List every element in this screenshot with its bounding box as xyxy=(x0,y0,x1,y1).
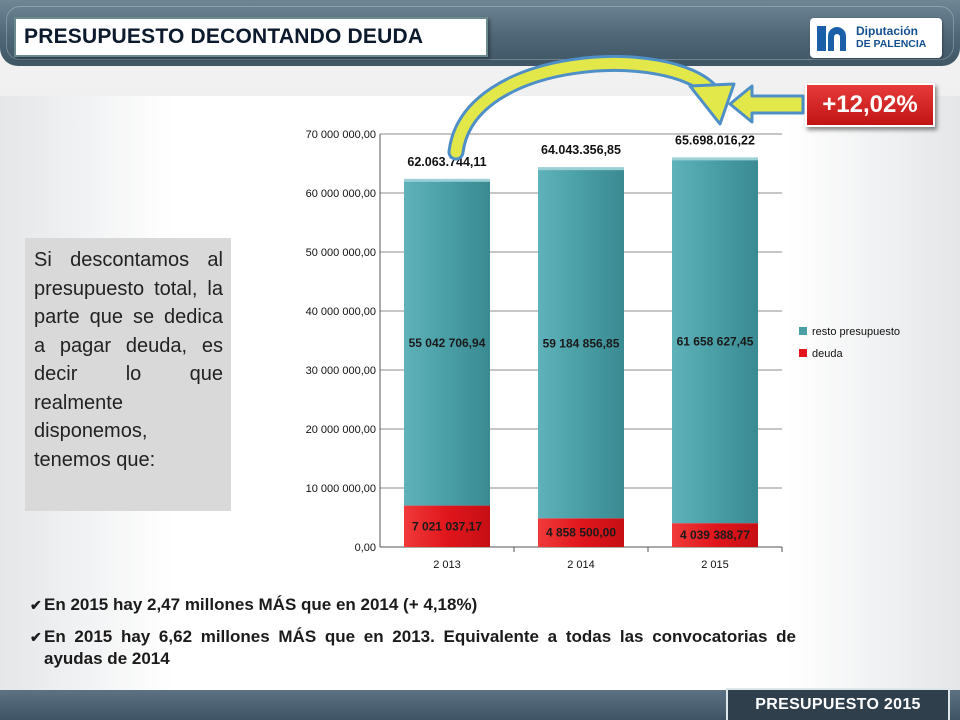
header-band-frame xyxy=(6,6,954,60)
bar-segment-resto xyxy=(538,169,624,519)
footer-label: PRESUPUESTO 2015 xyxy=(755,696,921,713)
logo-line-2: DE PALENCIA xyxy=(856,38,927,50)
increase-badge-text: +12,02% xyxy=(822,91,918,118)
y-tick-label: 30 000 000,00 xyxy=(306,365,376,377)
y-tick-label: 70 000 000,00 xyxy=(306,129,376,141)
y-tick-label: 60 000 000,00 xyxy=(306,188,376,200)
curved-arrow-shaft xyxy=(447,55,721,161)
explanation-text: Si descontamos al presupuesto total, la … xyxy=(34,249,223,471)
legend-label: resto presupuesto xyxy=(812,326,900,338)
note-text: En 2015 hay 2,47 millones MÁS que en 201… xyxy=(44,595,478,614)
legend-swatch-deuda xyxy=(799,349,807,357)
note-item: ✔ En 2015 hay 2,47 millones MÁS que en 2… xyxy=(30,594,796,616)
bar-top-cap xyxy=(404,178,490,182)
chart-bars xyxy=(404,157,758,547)
bar-top-cap xyxy=(538,167,624,171)
diputacion-logo: Diputación DE PALENCIA xyxy=(810,18,942,58)
bar-segment-deuda xyxy=(672,523,758,547)
growth-arrow-group xyxy=(447,55,805,161)
curved-arrow-shaft-fill xyxy=(450,58,718,158)
data-label-deuda: 7 021 037,17 xyxy=(412,519,482,533)
data-label-deuda: 4 039 388,77 xyxy=(680,528,750,542)
bar-segment-deuda xyxy=(538,518,624,547)
page-title-box: PRESUPUESTO DECONTANDO DEUDA xyxy=(14,17,488,57)
chart-labels: 0,00 10 000 000,00 20 000 000,00 30 000 000… xyxy=(306,129,755,571)
note-text: En 2015 hay 6,62 millones MÁS que en 201… xyxy=(44,627,796,668)
chart-legend: resto presupuesto deuda xyxy=(799,326,900,360)
bar-top-cap xyxy=(672,157,758,161)
footer-tag: PRESUPUESTO 2015 xyxy=(726,688,950,720)
y-tick-label: 10 000 000,00 xyxy=(306,483,376,495)
total-label: 62.063.744,11 xyxy=(407,155,486,169)
increase-badge: +12,02% xyxy=(805,83,935,127)
note-item: ✔ En 2015 hay 6,62 millones MÁS que en 2… xyxy=(30,626,796,670)
checkmark-icon: ✔ xyxy=(30,597,42,613)
legend-label: deuda xyxy=(812,348,843,360)
x-tick-label: 2 015 xyxy=(701,559,729,571)
data-label-deuda: 4 858 500,00 xyxy=(546,526,616,540)
logo-line-1: Diputación xyxy=(856,24,918,38)
curved-arrow-head-icon xyxy=(688,82,736,126)
data-label-resto: 55 042 706,94 xyxy=(409,336,486,350)
y-tick-label: 20 000 000,00 xyxy=(306,424,376,436)
diputacion-emblem-icon xyxy=(817,26,846,51)
x-tick-label: 2 014 xyxy=(567,559,595,571)
x-tick-label: 2 013 xyxy=(433,559,461,571)
bar-segment-resto xyxy=(672,159,758,524)
total-label: 65.698.016,22 xyxy=(675,133,755,147)
y-tick-label: 0,00 xyxy=(355,542,376,554)
y-tick-label: 50 000 000,00 xyxy=(306,247,376,259)
left-pointer-arrow-icon xyxy=(728,84,805,124)
data-label-resto: 61 658 627,45 xyxy=(677,334,754,348)
notes-list: ✔ En 2015 hay 2,47 millones MÁS que en 2… xyxy=(30,594,796,670)
logo-text: Diputación DE PALENCIA xyxy=(856,25,926,51)
total-label: 64.043.356,85 xyxy=(541,143,621,157)
data-label-resto: 59 184 856,85 xyxy=(543,337,620,351)
legend-swatch-resto xyxy=(799,327,807,335)
y-tick-label: 40 000 000,00 xyxy=(306,306,376,318)
bar-segment-resto xyxy=(404,180,490,506)
explanation-box: Si descontamos al presupuesto total, la … xyxy=(25,238,231,511)
page-title: PRESUPUESTO DECONTANDO DEUDA xyxy=(24,25,424,48)
bar-segment-deuda xyxy=(404,505,490,547)
checkmark-icon: ✔ xyxy=(30,629,42,645)
